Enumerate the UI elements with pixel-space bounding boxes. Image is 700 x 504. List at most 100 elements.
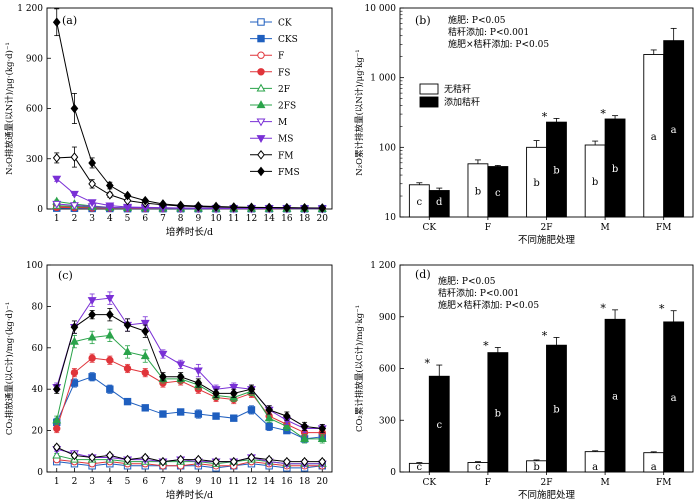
x-axis-label: 培养时长/d — [166, 489, 213, 501]
data-point — [318, 203, 327, 213]
data-point — [300, 434, 310, 442]
panel-label: (c) — [58, 269, 73, 282]
data-point — [194, 201, 203, 211]
data-point — [212, 412, 220, 420]
y-tick-label: 100 — [379, 143, 396, 153]
data-point — [247, 452, 256, 463]
data-point — [106, 309, 114, 320]
data-point — [141, 195, 150, 206]
data-point — [123, 454, 132, 465]
x-tick-label: 2 — [72, 477, 78, 487]
y-tick-label: 900 — [379, 313, 396, 323]
legend-marker — [257, 166, 265, 177]
x-tick-label: F — [485, 478, 491, 488]
data-point — [70, 368, 79, 377]
x-tick-label: 6 — [142, 477, 148, 487]
data-point — [53, 424, 61, 433]
data-point — [159, 410, 167, 418]
data-point — [283, 456, 291, 467]
y-tick-label: 10 000 — [365, 4, 397, 14]
series-line — [56, 22, 323, 209]
legend-marker — [257, 34, 265, 43]
legend-label: FMS — [278, 168, 300, 178]
y-tick-label: 80 — [32, 302, 44, 312]
legend-swatch — [419, 83, 439, 95]
significance-letter: a — [651, 462, 657, 473]
x-axis-label: 不同施肥处理 — [518, 234, 576, 246]
data-point — [317, 434, 327, 442]
significance-star: * — [659, 303, 665, 316]
significance-letter: a — [612, 392, 618, 403]
x-axis-label: 不同施肥处理 — [518, 489, 576, 501]
data-point — [140, 351, 150, 360]
stats-annotation: 秸秆添加: P<0.001 — [448, 26, 529, 38]
x-tick-label: 20 — [317, 477, 329, 487]
x-tick-label: 4 — [107, 477, 113, 487]
legend-label: 添加秸秆 — [444, 96, 480, 108]
y-tick-label: 40 — [32, 385, 44, 395]
legend-label: CK — [278, 19, 292, 29]
significance-letter: c — [475, 462, 481, 473]
stats-annotation: 施肥×秸秆添加: P<0.05 — [438, 299, 539, 311]
significance-star: * — [483, 339, 489, 352]
y-tick-label: 0 — [37, 468, 43, 478]
data-point — [52, 415, 62, 424]
x-tick-label: 3 — [89, 477, 95, 487]
legend-swatch — [419, 96, 439, 108]
y-tick-label: 300 — [26, 155, 43, 165]
y-axis-label: N₂O累计排放量(以N计)/μg·kg⁻¹ — [354, 49, 365, 175]
legend-marker — [256, 135, 266, 144]
x-tick-label: 1 — [54, 477, 60, 487]
significance-star: * — [425, 357, 431, 370]
y-tick-label: 20 — [32, 427, 44, 437]
series-line — [56, 357, 323, 434]
data-point — [52, 175, 62, 184]
data-point — [229, 384, 239, 392]
series-FM — [52, 442, 327, 467]
legend-label: 2FS — [278, 102, 296, 112]
significance-letter: b — [533, 178, 539, 189]
data-point — [87, 332, 97, 341]
data-point — [264, 413, 274, 422]
x-tick-label: CK — [422, 478, 436, 488]
data-point — [300, 456, 309, 467]
data-point — [193, 367, 203, 376]
y-axis-label: CO₂累计排放量(以C计)/mg·kg⁻¹ — [354, 305, 365, 432]
x-tick-label: 7 — [160, 214, 166, 224]
y-axis-label: CO₂排放通量(以C计)/mg·(kg·d)⁻¹ — [4, 302, 15, 435]
significance-letter: b — [592, 177, 598, 188]
data-point — [88, 158, 96, 168]
x-tick-label: 2 — [72, 214, 78, 224]
data-point — [176, 371, 185, 382]
data-point — [70, 103, 79, 114]
y-tick-label: 600 — [26, 105, 43, 115]
data-point — [88, 354, 96, 362]
data-point — [88, 309, 96, 320]
x-tick-label: 14 — [263, 477, 275, 487]
data-point — [52, 384, 61, 395]
x-tick-label: 10 — [210, 214, 222, 224]
x-tick-label: M — [600, 223, 609, 233]
x-tick-label: FM — [656, 478, 671, 488]
legend: CK CKS F FS 2F 2FS M MS FM FMS — [250, 18, 300, 178]
data-point — [283, 202, 291, 213]
series-line — [56, 446, 323, 463]
y-axis-label: N₂O排放通量(以N计)/μg·(kg·d)⁻¹ — [4, 42, 15, 175]
y-tick-label: 10 — [385, 213, 397, 223]
legend-label: 2F — [278, 85, 290, 95]
data-point — [176, 361, 186, 370]
x-tick-label: 20 — [317, 214, 329, 224]
data-point — [230, 414, 238, 422]
data-point — [123, 364, 132, 373]
data-point — [212, 388, 220, 399]
series-line — [56, 448, 323, 465]
data-point — [52, 153, 61, 163]
data-point — [194, 410, 203, 418]
data-point — [52, 17, 61, 28]
data-point — [282, 421, 292, 430]
x-tick-label: F — [485, 223, 491, 233]
data-point — [52, 200, 62, 209]
data-point — [247, 384, 256, 395]
data-point — [140, 319, 150, 328]
